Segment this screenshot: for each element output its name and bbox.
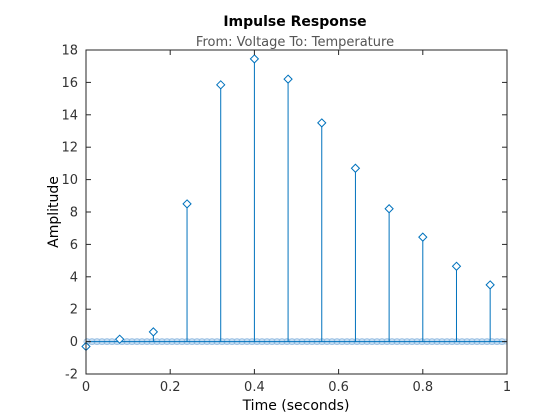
- stem-marker: [384, 204, 394, 214]
- stem-marker: [418, 232, 428, 242]
- stem-marker: [216, 80, 226, 90]
- chart-subtitle: From: Voltage To: Temperature: [196, 35, 394, 50]
- stem-series: [81, 54, 495, 352]
- stem-marker: [249, 54, 260, 64]
- y-tick-label: 10: [61, 173, 78, 188]
- stem-marker: [485, 280, 495, 290]
- stem-marker: [317, 118, 327, 128]
- stem-marker: [182, 199, 192, 209]
- y-tick-label: 18: [61, 44, 78, 59]
- y-tick-label: 16: [61, 76, 78, 91]
- y-tick-label: 8: [70, 206, 78, 221]
- zero-band: [83, 338, 507, 346]
- x-tick-label: 1: [503, 380, 511, 395]
- stem-marker: [283, 74, 293, 84]
- x-tick-label: 0.6: [328, 380, 349, 395]
- stem-marker: [148, 327, 159, 337]
- y-axis-label: Amplitude: [46, 176, 62, 248]
- chart-title: Impulse Response: [223, 14, 366, 30]
- y-tick-label: 14: [61, 108, 78, 123]
- stem-marker: [451, 261, 462, 271]
- x-tick-label: 0: [82, 380, 90, 395]
- x-tick-label: 0.4: [244, 380, 265, 395]
- y-tick-label: 0: [70, 335, 78, 350]
- x-axis-ticks: 0 0.2 0.4 0.6 0.8 1: [82, 50, 511, 395]
- x-tick-label: 0.2: [160, 380, 181, 395]
- y-tick-label: -2: [65, 368, 78, 383]
- y-tick-label: 6: [70, 238, 78, 253]
- y-tick-label: 12: [61, 141, 78, 156]
- y-axis-ticks: -2 0 2 4 6 8 10 12 14 16 18: [61, 44, 507, 383]
- y-tick-label: 4: [70, 270, 78, 285]
- plot-area: [86, 50, 507, 374]
- x-tick-label: 0.8: [412, 380, 433, 395]
- y-tick-label: 2: [70, 303, 78, 318]
- stem-marker: [114, 334, 125, 344]
- x-axis-label: Time (seconds): [242, 398, 350, 414]
- stem-marker: [350, 163, 361, 173]
